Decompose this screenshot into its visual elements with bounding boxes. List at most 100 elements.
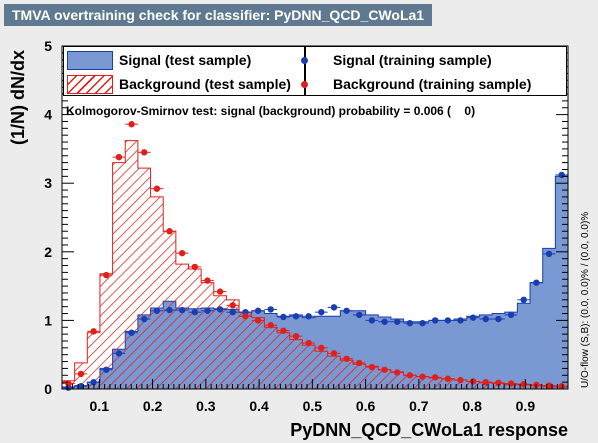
background-training-point (454, 376, 467, 384)
x-tick-label: 0.4 (249, 398, 269, 414)
legend-label: Background (test sample) (119, 76, 291, 92)
background-training-point (277, 327, 290, 334)
legend-entry-background-test: Background (test sample) (64, 72, 291, 96)
background-hatch-swatch (67, 74, 113, 94)
signal-training-point (87, 378, 100, 386)
signal-training-point (454, 317, 467, 324)
signal-training-point (302, 313, 315, 320)
signal-training-point (441, 317, 455, 324)
background-training-point (150, 185, 164, 192)
signal-marker-swatch (281, 56, 327, 64)
background-training-point (466, 378, 480, 385)
background-training-point (226, 302, 240, 309)
background-training-point (99, 271, 113, 279)
legend-entry-background-training: Background (training sample) (278, 72, 531, 96)
background-training-point (315, 344, 328, 352)
background-training-point (416, 373, 429, 380)
signal-training-point (352, 311, 366, 319)
signal-fill-swatch (67, 50, 113, 70)
background-training-point (74, 370, 88, 378)
background-training-point (87, 328, 100, 335)
y-axis-label: (1/N) dN/dx (8, 50, 28, 145)
background-marker-swatch (281, 80, 327, 88)
signal-training-point (504, 311, 518, 319)
signal-training-point (479, 315, 493, 323)
signal-training-point (112, 350, 126, 357)
x-tick-label: 0.7 (409, 398, 429, 414)
y-tick-label: 5 (44, 38, 52, 54)
background-training-point (213, 288, 227, 295)
signal-training-point (213, 306, 227, 313)
signal-training-point (542, 250, 556, 258)
background-training-point (378, 366, 391, 373)
legend-test: Signal (test sample) Background (test sa… (63, 46, 305, 96)
x-axis-label: PyDNN_QCD_CWoLa1 response (290, 420, 568, 440)
x-tick-label: 0.6 (356, 398, 376, 414)
signal-training-point (403, 319, 417, 327)
signal-training-point (74, 383, 88, 390)
signal-training-point (390, 318, 404, 325)
background-training-point (542, 382, 556, 389)
background-training-point (479, 378, 493, 386)
signal-training-point (175, 306, 189, 314)
background-training-point (327, 350, 341, 357)
background-training-point (125, 121, 138, 128)
signal-training-point (378, 318, 391, 325)
signal-training-point (125, 329, 138, 336)
signal-training-point (201, 307, 214, 314)
background-training-point (428, 374, 442, 381)
signal-training-point (492, 315, 505, 323)
background-training-point (441, 375, 455, 382)
signal-training-point (428, 317, 442, 324)
signal-training-point (289, 313, 303, 320)
background-training-point (365, 363, 379, 371)
background-training-point (390, 369, 404, 376)
background-training-point (352, 359, 366, 367)
signal-training-point (327, 304, 341, 311)
legend-label: Background (training sample) (333, 76, 532, 92)
y-tick-label: 3 (44, 175, 52, 191)
window-title: TMVA overtraining check for classifier: … (4, 4, 433, 26)
signal-training-point (517, 296, 531, 304)
signal-training-point (226, 308, 240, 316)
signal-training-point (264, 306, 278, 313)
signal-training-point (150, 307, 164, 314)
legend-entry-signal-test: Signal (test sample) (64, 48, 251, 72)
background-training-point (492, 379, 505, 387)
signal-training-point (466, 314, 480, 321)
signal-training-point (137, 315, 151, 323)
background-training-point (137, 149, 151, 156)
y-tick-label: 2 (44, 244, 52, 260)
background-training-point (163, 228, 176, 235)
x-tick-label: 0.3 (196, 398, 216, 414)
background-training-point (403, 372, 417, 379)
legend-training: Signal (training sample) Background (tra… (300, 46, 567, 96)
background-training-point (340, 355, 353, 363)
x-tick-label: 0.5 (303, 398, 323, 414)
legend-label: Signal (test sample) (119, 52, 252, 68)
background-training-point (112, 153, 126, 161)
x-tick-label: 0.2 (143, 398, 163, 414)
background-training-point (302, 339, 315, 347)
x-tick-label: 0.8 (462, 398, 482, 414)
legend-entry-signal-training: Signal (training sample) (278, 48, 492, 72)
y-tick-label: 1 (44, 312, 52, 328)
background-training-point (188, 263, 202, 271)
legend-label: Signal (training sample) (333, 52, 492, 68)
signal-training-point (365, 317, 379, 324)
background-training-point (251, 317, 265, 324)
background-training-point (201, 277, 214, 284)
signal-training-point (416, 319, 429, 327)
background-training-point (289, 332, 303, 340)
signal-training-point (251, 307, 265, 314)
x-tick-label: 0.1 (90, 398, 110, 414)
signal-training-point (188, 308, 202, 316)
y-tick-label: 4 (44, 107, 52, 123)
signal-training-point (163, 306, 176, 314)
background-training-point (264, 322, 278, 329)
signal-training-point (277, 313, 290, 321)
overflow-label: U/O-flow (S,B): (0.0, 0.0)% / (0.0, 0.0)… (580, 212, 591, 388)
background-training-point (239, 313, 252, 320)
